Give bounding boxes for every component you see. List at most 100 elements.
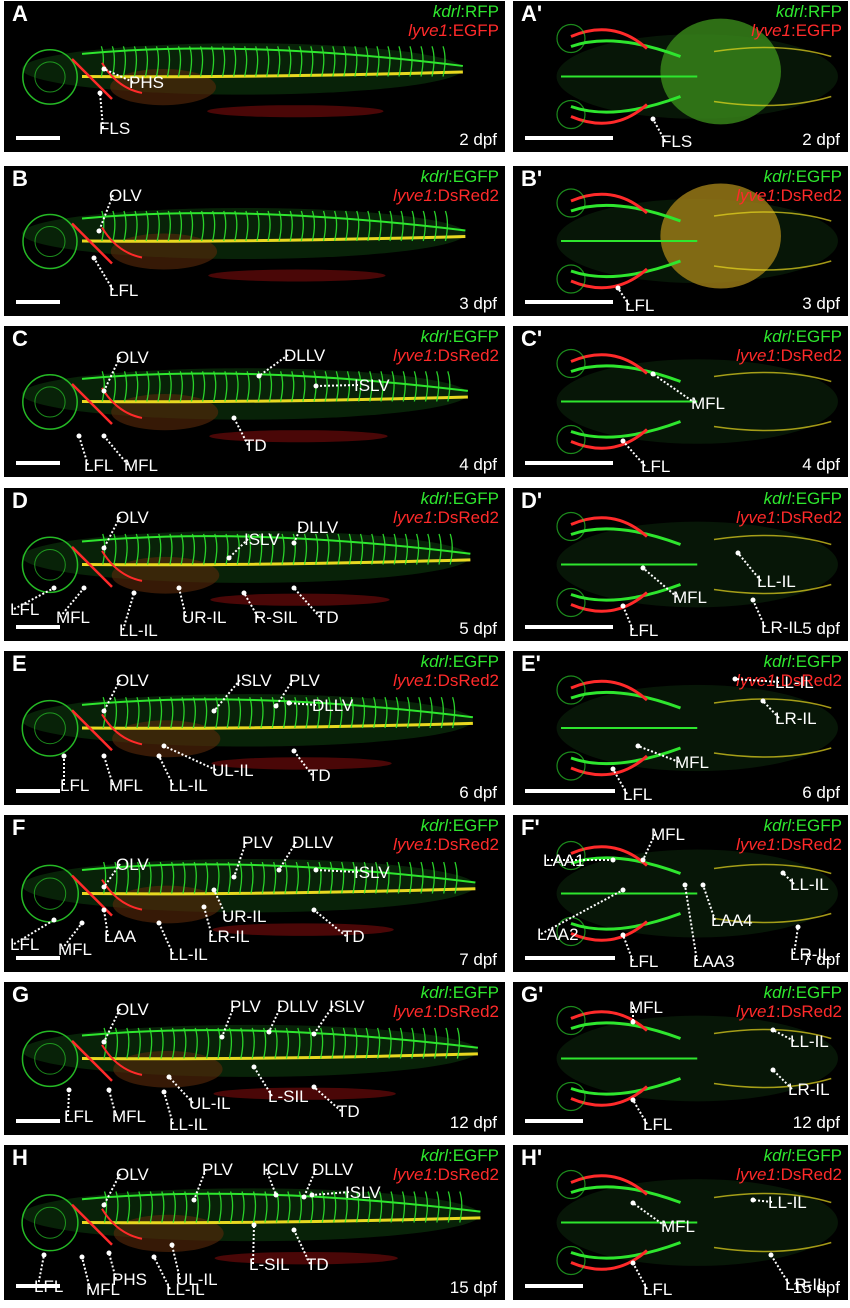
scale-bar [16,300,60,304]
stage-label: 15 dpf [449,1278,497,1297]
green-channel-label: kdrl:EGFP [393,327,499,346]
structure-label: ISLV [345,1183,381,1202]
green-channel-label: kdrl:EGFP [736,816,842,835]
red-channel-label: lyve1:DsRed2 [736,1165,842,1184]
structure-label: LL-IL [169,1115,208,1134]
structure-label: LR-IL [775,709,817,728]
red-reporter: :DsRed2 [775,186,842,205]
red-reporter: :DsRed2 [432,671,499,690]
structure-label: TD [316,608,339,627]
structure-label: MFL [56,608,90,627]
structure-label: LL-IL [166,1280,205,1299]
red-gene-name: lyve1 [408,21,448,40]
panel-letter: A [12,1,28,26]
scale-bar [16,461,60,465]
green-gene-name: kdrl [432,2,461,21]
red-reporter: :EGFP [447,21,499,40]
panel-letter: B [12,166,28,191]
red-gene-name: lyve1 [736,835,776,854]
channel-legend: kdrl:EGFP lyve1:DsRed2 [393,167,499,205]
channel-legend: kdrl:EGFP lyve1:DsRed2 [736,983,842,1021]
panel-e-prime: E' kdrl:EGFP lyve1:DsRed2 6 dpf LL-IL LR-IL MF… [513,651,848,805]
structure-label: ISLV [244,530,280,549]
red-channel-label: lyve1:DsRed2 [736,508,842,527]
structure-label: LFL [623,785,653,804]
structure-label: LFL [643,1280,673,1299]
structure-label: LL-IL [790,875,829,894]
scale-bar [525,956,615,960]
stage-label: 2 dpf [459,130,497,149]
structure-label: LAA1 [543,851,585,870]
panel-c-prime: C' kdrl:EGFP lyve1:DsRed2 4 dpf MFL LFL [513,326,848,477]
red-gene-name: lyve1 [736,671,776,690]
structure-label: LL-IL [768,1193,807,1212]
red-channel-label: lyve1:DsRed2 [393,186,499,205]
red-reporter: :DsRed2 [432,1165,499,1184]
structure-label: OLV [116,855,149,874]
scale-bar [525,789,615,793]
red-gene-name: lyve1 [736,1165,776,1184]
structure-label: FLS [661,132,693,151]
panel-letter: D [12,488,28,513]
panel-f-prime: F' kdrl:EGFP lyve1:DsRed2 7 dpf MFL LAA1 LL-IL… [513,815,848,972]
structure-label: LL-IL [775,673,814,692]
green-gene-name: kdrl [420,816,448,835]
structure-label: ISLV [329,997,365,1016]
green-channel-label: kdrl:EGFP [393,167,499,186]
green-gene-name: kdrl [420,652,448,671]
structure-label: DLLV [312,1160,354,1179]
red-gene-name: lyve1 [736,1002,776,1021]
structure-label: ISLV [236,671,272,690]
scale-bar [16,136,60,140]
structure-label: LL-IL [169,776,208,795]
red-channel-label: lyve1:DsRed2 [736,346,842,365]
channel-legend: kdrl:EGFP lyve1:DsRed2 [736,816,842,854]
green-reporter: :EGFP [790,983,842,1002]
scale-bar [16,1119,60,1123]
red-channel-label: lyve1:DsRed2 [393,1165,499,1184]
structure-label: LL-IL [169,945,208,964]
structure-label: LFL [109,281,139,300]
panel-h-prime: H' kdrl:EGFP lyve1:DsRed2 15 dpf MFL LL-IL LR-… [513,1145,848,1300]
channel-legend: kdrl:RFP lyve1:EGFP [751,2,842,40]
structure-label: LR-IL [790,945,832,964]
panel-b-prime: B' kdrl:EGFP lyve1:DsRed2 3 dpf LFL [513,166,848,316]
red-reporter: :DsRed2 [432,1002,499,1021]
red-channel-label: lyve1:DsRed2 [736,1002,842,1021]
green-gene-name: kdrl [763,816,791,835]
scale-bar [16,956,60,960]
green-reporter: :EGFP [447,489,499,508]
red-reporter: :DsRed2 [775,1002,842,1021]
green-gene-name: kdrl [420,1146,448,1165]
green-channel-label: kdrl:EGFP [393,1146,499,1165]
structure-label: LFL [625,296,655,315]
structure-label: PLV [242,833,273,852]
structure-label: TD [244,436,267,455]
red-reporter: :DsRed2 [775,1165,842,1184]
structure-label: DLLV [284,346,326,365]
red-reporter: :DsRed2 [432,186,499,205]
structure-label: ISLV [354,376,390,395]
structure-label: LFL [629,621,659,640]
red-reporter: :DsRed2 [775,508,842,527]
structure-label: MFL [629,998,663,1017]
structure-label: OLV [116,1000,149,1019]
micrograph-image [22,208,466,282]
structure-label: TD [342,927,365,946]
structure-label: ICLV [262,1160,299,1179]
structure-label: LFL [84,456,114,475]
green-channel-label: kdrl:EGFP [736,983,842,1002]
green-gene-name: kdrl [420,167,448,186]
structure-label: DLLV [292,833,334,852]
scale-bar [525,300,613,304]
red-channel-label: lyve1:DsRed2 [393,835,499,854]
stage-label: 4 dpf [459,455,497,474]
scale-bar [525,1119,583,1123]
structure-label: LFL [629,952,659,971]
structure-label: UL-IL [189,1094,231,1113]
red-gene-name: lyve1 [393,508,433,527]
green-gene-name: kdrl [420,489,448,508]
structure-label: LAA2 [537,925,579,944]
structure-label: LR-IL [788,1080,830,1099]
